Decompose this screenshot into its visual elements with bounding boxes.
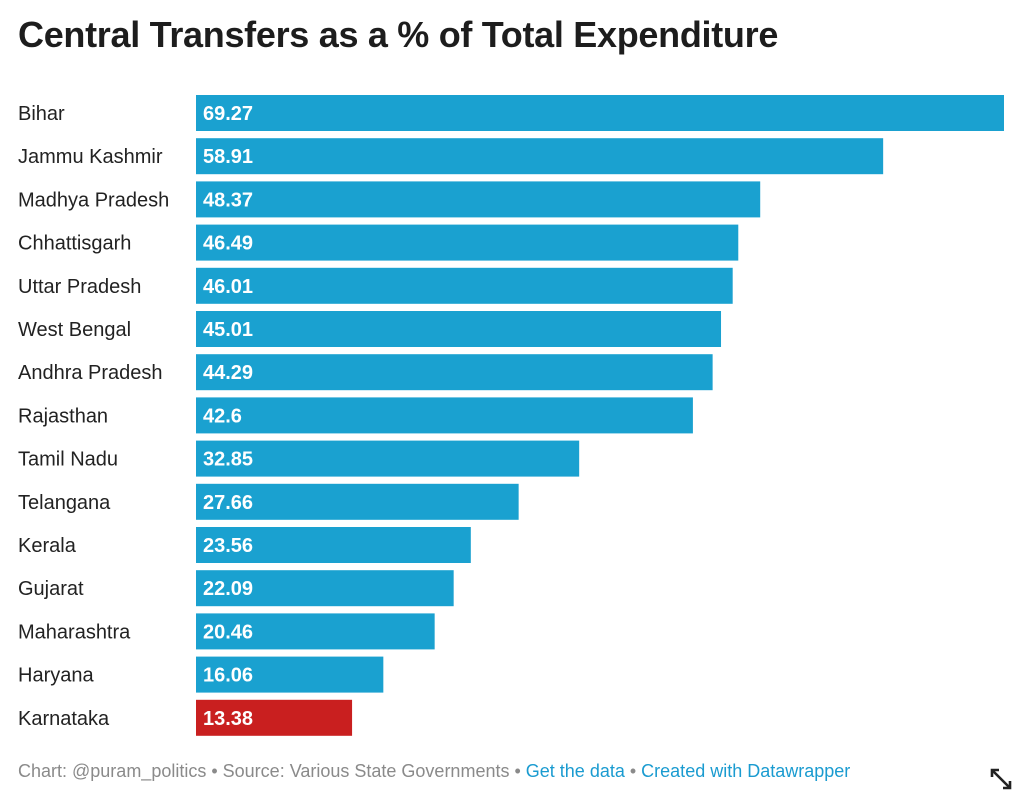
bar-value-label: 45.01 [203,319,253,341]
bar [196,181,761,218]
category-label: Andhra Pradesh [18,362,163,384]
bar [196,527,471,563]
category-label: Bihar [18,103,65,125]
category-label: Chhattisgarh [18,233,131,255]
category-label: Karnataka [18,708,110,730]
bar-value-label: 44.29 [203,362,253,384]
bar [196,267,733,304]
bar-chart: Bihar 69.27 Jammu Kashmir 58.91 Madhya Prade… [18,95,1004,736]
bar [196,224,739,261]
bar-value-label: 42.6 [203,405,242,427]
category-label: Maharashtra [18,621,131,643]
category-label: Jammu Kashmir [18,146,163,168]
bar-highlight [196,699,353,736]
category-label: Haryana [18,665,94,687]
footer-separator: • [509,761,526,781]
bar-value-label: 46.49 [203,233,253,255]
category-label: West Bengal [18,319,131,341]
category-label: Tamil Nadu [18,449,118,471]
get-the-data-link[interactable]: Get the data [525,761,625,781]
chart-footer: Chart: @puram_politics • Source: Various… [18,761,850,782]
bar [196,95,1004,131]
category-label: Uttar Pradesh [18,276,141,298]
chart-credit: Chart: @puram_politics [18,761,207,781]
bar [196,613,435,650]
bar-value-label: 58.91 [203,146,253,168]
bar-value-label: 13.38 [203,708,253,730]
resize-icon[interactable] [988,766,1014,792]
category-label: Kerala [18,535,77,557]
chart-title: Central Transfers as a % of Total Expend… [18,14,779,55]
bar [196,483,519,520]
footer-separator: • [206,761,223,781]
category-label: Madhya Pradesh [18,189,169,211]
bar [196,138,884,175]
bar-value-label: 46.01 [203,276,253,298]
bar-value-label: 27.66 [203,492,253,514]
created-with-datawrapper-link[interactable]: Created with Datawrapper [641,761,851,781]
bar-value-label: 48.37 [203,189,253,211]
bar-value-label: 32.85 [203,449,253,471]
bar-value-label: 20.46 [203,621,253,643]
bar [196,570,454,607]
bar [196,311,722,347]
bar-value-label: 22.09 [203,578,253,600]
category-label: Telangana [18,492,111,514]
bar-value-label: 23.56 [203,535,253,557]
category-label: Gujarat [18,578,84,600]
bar [196,656,384,693]
category-label: Rajasthan [18,405,108,427]
bar-value-label: 16.06 [203,665,253,687]
bar [196,397,693,434]
chart-source: Source: Various State Governments [222,761,510,781]
bar [196,354,713,391]
bar [196,440,580,477]
footer-separator: • [624,761,642,781]
bar-value-label: 69.27 [203,103,253,125]
